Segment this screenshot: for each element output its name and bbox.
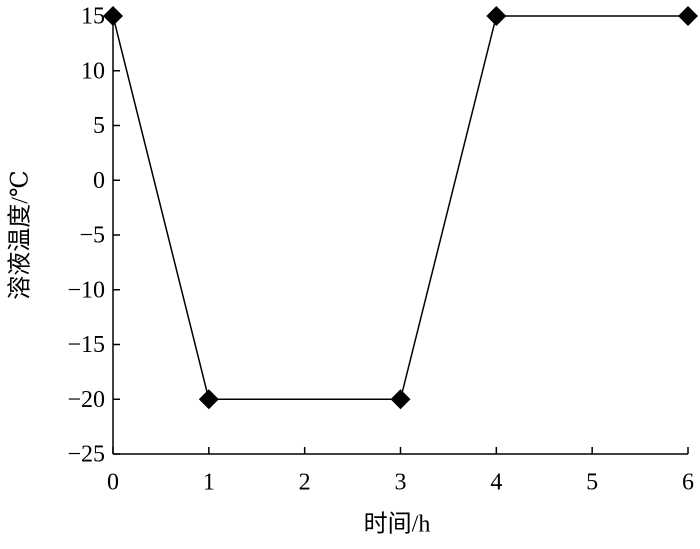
x-tick-label: 6 [682, 470, 694, 496]
x-tick-label: 3 [395, 470, 407, 496]
y-tick-label: −20 [67, 387, 105, 413]
data-marker [103, 6, 123, 26]
y-tick-label: 10 [81, 58, 105, 84]
data-marker [486, 6, 507, 26]
x-tick-label: 1 [203, 470, 215, 496]
y-tick-label: −10 [67, 277, 105, 303]
data-marker [678, 6, 698, 26]
y-tick-label: −25 [67, 442, 105, 468]
x-tick-label: 0 [107, 470, 119, 496]
x-tick-label: 5 [586, 470, 598, 496]
y-tick-label: −5 [79, 223, 105, 249]
x-tick-label: 4 [490, 470, 502, 496]
y-tick-label: −15 [67, 332, 105, 358]
y-axis-label: 溶液温度/℃ [7, 170, 34, 300]
data-line [112, 15, 688, 400]
data-marker [390, 389, 411, 410]
y-tick-label: 5 [93, 113, 105, 139]
x-axis-label: 时间/h [364, 511, 431, 538]
y-tick-label: 15 [81, 4, 105, 30]
data-marker [198, 389, 219, 410]
x-tick-label: 2 [299, 470, 311, 496]
y-tick-label: 0 [93, 168, 105, 194]
